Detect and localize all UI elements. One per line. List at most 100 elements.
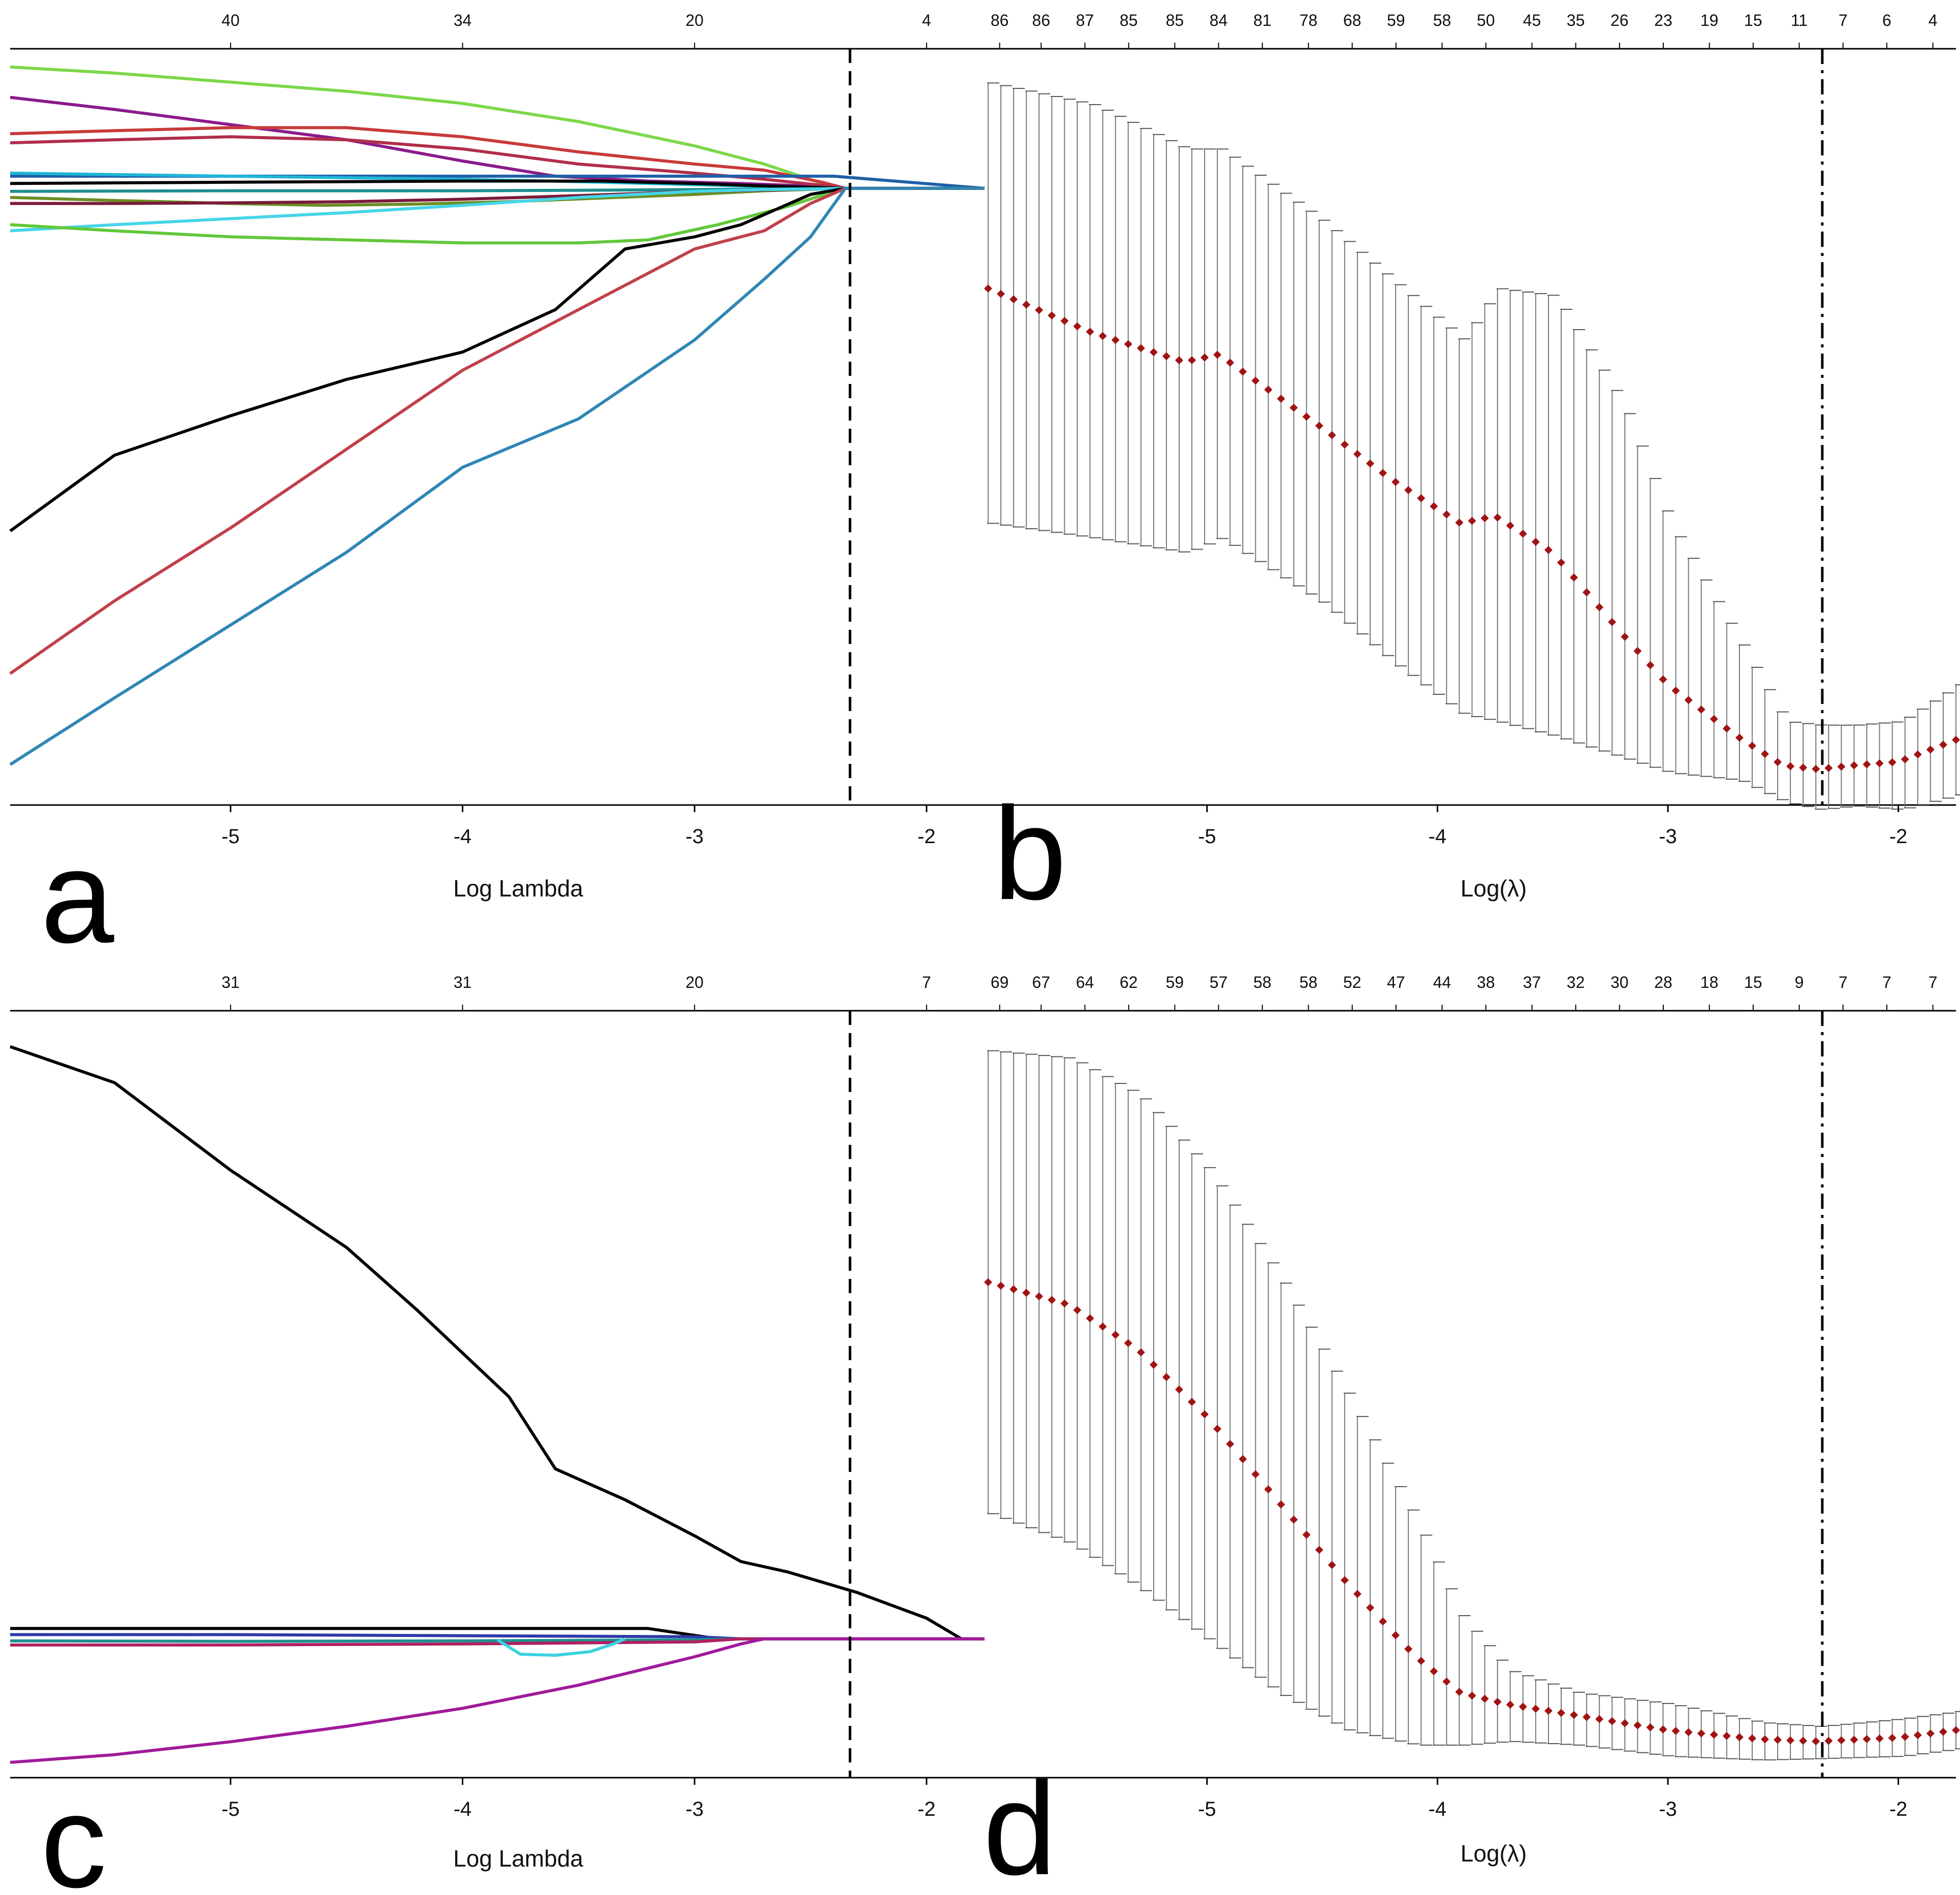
panel-b-mean-point [1175, 356, 1183, 365]
panel-b-mean-point [1200, 353, 1209, 362]
panel-b-mean-point [1353, 449, 1362, 458]
panel-a: -5 -4 -3 -2 40 34 20 4 Log Lambda a [9, 11, 985, 971]
panel-d-mean-point [1200, 1410, 1209, 1419]
panel-b-mean-point [1442, 510, 1451, 519]
panel-d-mean-point [1557, 1709, 1565, 1717]
panel-c-top-label: 31 [454, 973, 472, 991]
panel-b-mean-point [1340, 440, 1349, 449]
panel-d-mean-point [1213, 1425, 1222, 1433]
panel-b-mean-point [1812, 765, 1820, 774]
panel-b-mean-point [1519, 529, 1527, 538]
panel-b-mean-point [1531, 537, 1540, 546]
panel-a-series-red-2 [10, 135, 985, 190]
panel-d-mean-point [1799, 1737, 1808, 1745]
panel-c-xtick-label: -4 [454, 1798, 472, 1820]
panel-d-mean-point [1086, 1314, 1094, 1323]
panel-d-mean-point [1901, 1732, 1909, 1741]
panel-b-top-label: 78 [1300, 11, 1318, 29]
panel-d-mean-point [1684, 1728, 1693, 1737]
panel-d-mean-point [1952, 1726, 1960, 1735]
panel-d-mean-point [1837, 1736, 1846, 1745]
panel-d-mean-point [1812, 1737, 1820, 1746]
panel-b-mean-point [1417, 494, 1426, 502]
panel-b-mean-point [1213, 350, 1222, 359]
panel-b-mean-point [1060, 316, 1069, 325]
panel-b-mean-point [1392, 477, 1400, 486]
panel-b-mean-point [1162, 352, 1171, 361]
panel-d-mean-point [1111, 1331, 1120, 1339]
panel-b-mean-point [1875, 759, 1884, 767]
panel-b-mean-point [1468, 517, 1476, 525]
panel-b-mean-point [1035, 306, 1044, 314]
panel-b-top-label: 86 [991, 11, 1009, 29]
panel-a-series [9, 65, 985, 766]
panel-c-series-black-1 [10, 1045, 985, 1641]
panel-b-top-label: 85 [1120, 11, 1138, 29]
panel-d-mean-point [1277, 1500, 1285, 1509]
panel-b-top-label: 19 [1700, 11, 1719, 29]
panel-b-top-label: 6 [1882, 11, 1891, 29]
panel-d-mean-point [1124, 1339, 1132, 1347]
panel-d-mean-point [1646, 1723, 1655, 1731]
panel-b-mean-point [1544, 545, 1553, 554]
panel-b-mean-point [1888, 758, 1896, 766]
panel-d-letter: d [983, 1755, 1057, 1895]
panel-b-top-label: 84 [1210, 11, 1228, 29]
panel-b-mean-point [1239, 367, 1247, 376]
panel-d-top-label: 59 [1166, 973, 1184, 991]
panel-b-top-label: 7 [1839, 11, 1848, 29]
panel-b-mean-point [1926, 745, 1935, 754]
panel-d-mean-point [1302, 1530, 1311, 1539]
panel-d-top-label: 30 [1610, 973, 1629, 991]
panel-b-mean-point [1761, 750, 1769, 758]
panel-b-top-label: 87 [1076, 11, 1094, 29]
panel-b-mean-point [1009, 295, 1018, 304]
panel-b-mean-point [1684, 696, 1693, 704]
panel-d-top-label: 9 [1795, 973, 1804, 991]
panel-d-mean-point [1239, 1455, 1247, 1463]
panel-d-mean-point [1493, 1697, 1502, 1706]
panel-d-mean-point [1060, 1299, 1069, 1308]
panel-b-mean-point [1022, 300, 1031, 309]
panel-d-mean-point [1875, 1734, 1884, 1743]
panel-c-top-label: 20 [685, 973, 704, 991]
panel-b: -5 -4 -3 -2 86 86 87 85 85 84 81 78 68 59 58 50 45 35 26 23… [984, 11, 1960, 927]
panel-c-letter: c [41, 1768, 107, 1895]
panel-a-series-green-1 [10, 65, 985, 190]
panel-c-ticks: -5 -4 -3 -2 31 31 20 7 [222, 973, 936, 1820]
panel-d-mean-point [1697, 1729, 1705, 1738]
panel-d-top-label: 57 [1210, 973, 1228, 991]
panel-d-top-label: 52 [1343, 973, 1362, 991]
panel-d-mean-point [1468, 1691, 1476, 1700]
panel-b-top-label: 45 [1523, 11, 1541, 29]
panel-d-mean-point [1162, 1373, 1171, 1382]
panel-d-mean-point [1442, 1677, 1451, 1686]
panel-d-mean-point [1009, 1285, 1018, 1294]
panel-c-top-label: 7 [922, 973, 931, 991]
panel-d-mean-point [1289, 1515, 1298, 1524]
panel-d-mean-point [1392, 1631, 1400, 1640]
panel-d-mean-point [1048, 1296, 1056, 1304]
panel-b-top-label: 26 [1610, 11, 1629, 29]
panel-b-mean-point [1124, 340, 1132, 348]
panel-d-xtick-label: -2 [1889, 1798, 1908, 1820]
panel-d-top-label: 64 [1076, 973, 1094, 991]
panel-a-series-black-2 [9, 186, 985, 532]
panel-b-mean-point [1722, 724, 1731, 733]
panel-d-top-label: 69 [991, 973, 1009, 991]
panel-a-top-label: 40 [222, 11, 240, 29]
panel-d-mean-point [1251, 1470, 1260, 1479]
panel-b-mean-point [1570, 573, 1578, 582]
panel-d-xtick-label: -5 [1198, 1798, 1216, 1820]
panel-b-mean-point [1289, 403, 1298, 412]
panel-b-mean-point [1557, 558, 1565, 567]
panel-d-top-label: 44 [1433, 973, 1451, 991]
panel-d-mean-point [1570, 1711, 1578, 1719]
panel-d-ticks: -5 -4 -3 -2 69 67 64 62 59 57 58 58 52 47 44 38 37 32 30 28… [991, 973, 1938, 1820]
panel-a-top-label: 34 [454, 11, 472, 29]
panel-d-mean-point [1506, 1700, 1514, 1709]
panel-d-mean-point [1175, 1385, 1183, 1394]
panel-a-xtick-label: -2 [918, 825, 936, 848]
panel-d-top-label: 7 [1929, 973, 1938, 991]
panel-b-mean-point [1277, 395, 1285, 403]
